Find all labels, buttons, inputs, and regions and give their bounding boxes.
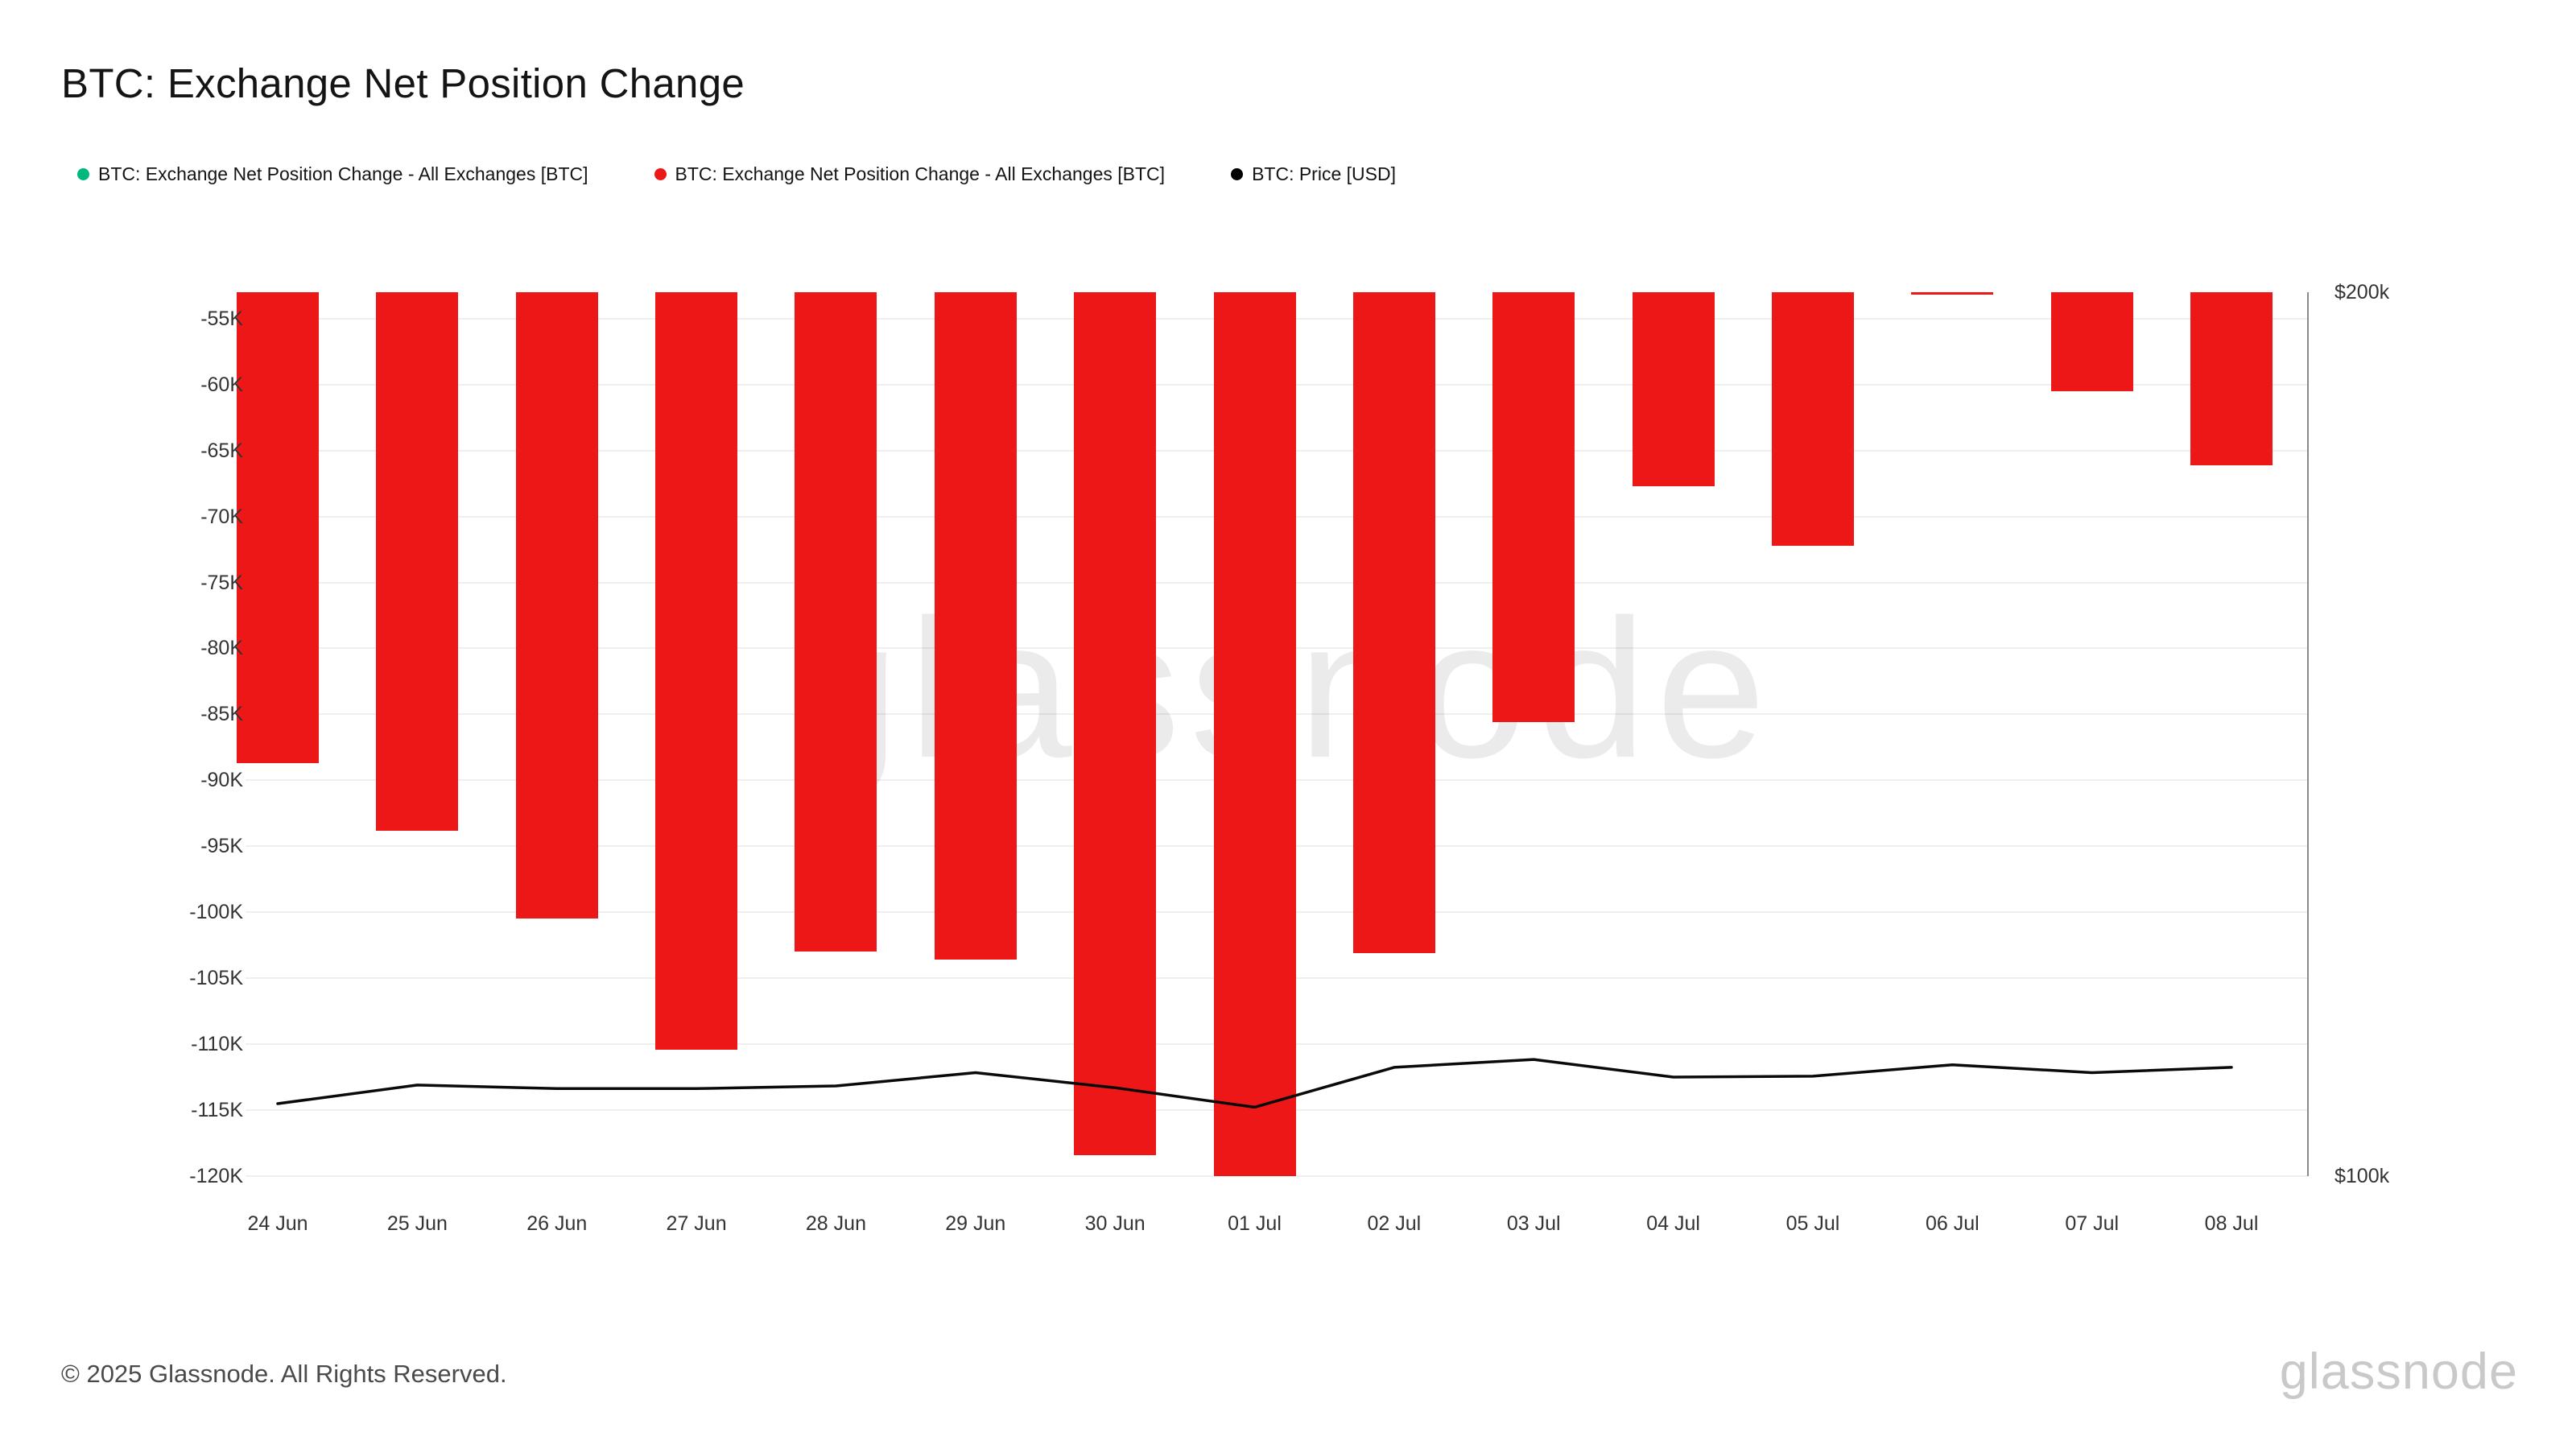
- x-axis-label: 07 Jul: [2065, 1212, 2120, 1235]
- x-axis-label: 29 Jun: [945, 1212, 1006, 1235]
- legend-item-price[interactable]: BTC: Price [USD]: [1231, 163, 1396, 185]
- bar-02 Jul: [1352, 292, 1435, 954]
- bar-29 Jun: [934, 292, 1017, 960]
- y-axis-label: -60K: [200, 373, 243, 396]
- bar-08 Jul: [2190, 292, 2273, 465]
- legend: BTC: Exchange Net Position Change - All …: [77, 163, 1396, 185]
- glassnode-logo[interactable]: glassnode: [2279, 1344, 2518, 1400]
- y-axis-label: -90K: [200, 769, 243, 792]
- y-axis-label: -95K: [200, 835, 243, 858]
- bar-03 Jul: [1492, 292, 1575, 723]
- y-axis-label: -100K: [189, 901, 243, 924]
- y-axis-label: -115K: [191, 1099, 243, 1122]
- right-axis-line: [2307, 292, 2309, 1176]
- bar-30 Jun: [1074, 292, 1157, 1155]
- chart-title: BTC: Exchange Net Position Change: [61, 60, 745, 106]
- bar-05 Jul: [1771, 292, 1854, 546]
- bar-24 Jun: [237, 292, 319, 764]
- bar-04 Jul: [1632, 292, 1715, 486]
- y-axis-label: -105K: [189, 967, 243, 990]
- y-axis-label: -70K: [200, 505, 243, 528]
- y-axis-label: -120K: [189, 1165, 243, 1187]
- footer-copyright: © 2025 Glassnode. All Rights Reserved.: [61, 1360, 507, 1388]
- x-axis-label: 05 Jul: [1785, 1212, 1840, 1235]
- y-axis-label: -80K: [200, 637, 243, 660]
- x-axis-label: 01 Jul: [1228, 1212, 1282, 1235]
- y-axis-label: -75K: [200, 571, 243, 594]
- legend-item-net-position-positive[interactable]: BTC: Exchange Net Position Change - All …: [77, 163, 588, 185]
- bar-26 Jun: [515, 292, 598, 919]
- x-axis-label: 06 Jul: [1925, 1212, 1979, 1235]
- x-axis-label: 28 Jun: [805, 1212, 866, 1235]
- bar-28 Jun: [795, 292, 877, 952]
- bar-25 Jun: [376, 292, 459, 831]
- legend-dot-red-icon: [654, 168, 667, 180]
- y-axis-label: -110K: [191, 1033, 243, 1056]
- legend-label-price: BTC: Price [USD]: [1252, 163, 1396, 184]
- x-axis-label: 26 Jun: [526, 1212, 588, 1235]
- x-axis-label: 02 Jul: [1367, 1212, 1422, 1235]
- right-axis-label: $200k: [2334, 281, 2390, 303]
- x-axis-label: 24 Jun: [247, 1212, 308, 1235]
- x-axis-label: 04 Jul: [1646, 1212, 1700, 1235]
- bar-01 Jul: [1213, 292, 1296, 1176]
- x-axis-label: 25 Jun: [386, 1212, 448, 1235]
- legend-label-net-position-negative: BTC: Exchange Net Position Change - All …: [675, 163, 1166, 184]
- gridline--120K: [246, 1175, 2308, 1177]
- right-axis-label: $100k: [2334, 1165, 2390, 1187]
- legend-item-net-position-negative[interactable]: BTC: Exchange Net Position Change - All …: [654, 163, 1166, 185]
- x-axis-label: 30 Jun: [1084, 1212, 1146, 1235]
- bar-06 Jul: [1911, 292, 1994, 295]
- y-axis-label: -85K: [200, 703, 243, 726]
- legend-dot-green-icon: [77, 168, 89, 180]
- y-axis-label: -65K: [200, 439, 243, 462]
- y-axis-label: -55K: [200, 307, 243, 330]
- bar-07 Jul: [2050, 292, 2133, 391]
- x-axis-label: 03 Jul: [1506, 1212, 1561, 1235]
- x-axis-label: 08 Jul: [2204, 1212, 2259, 1235]
- x-axis-label: 27 Jun: [666, 1212, 727, 1235]
- bar-27 Jun: [655, 292, 738, 1050]
- legend-dot-black-icon: [1231, 168, 1244, 180]
- legend-label-net-position-positive: BTC: Exchange Net Position Change - All …: [98, 163, 588, 184]
